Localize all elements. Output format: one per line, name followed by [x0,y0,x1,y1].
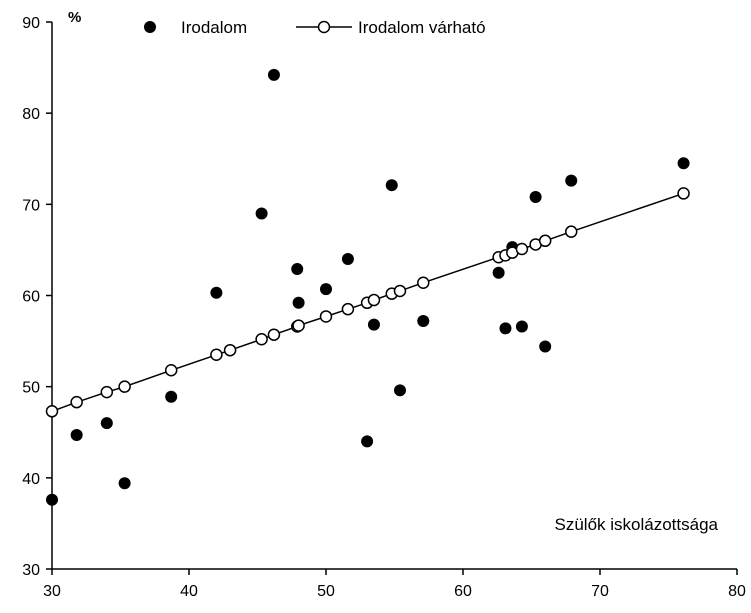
x-tick-label: 50 [317,583,335,600]
expected-point [45,405,59,418]
markers [45,68,690,506]
expected-point [538,234,552,248]
expected-point [118,380,131,393]
expected-point [515,242,529,256]
expected-point [210,348,223,362]
legend-marker-irodalom [144,21,156,33]
expected-point [417,276,430,289]
y-tick-label: 30 [22,562,40,579]
x-axis-title: Szülők iskolázottsága [555,515,719,534]
data-point [341,253,354,266]
data-point [499,322,512,335]
data-point [255,207,268,220]
expected-point [100,385,114,399]
data-point [393,384,406,397]
expected-point [393,284,407,298]
x-tick-label: 80 [728,583,746,600]
legend-label-irodalom: Irodalom [181,18,247,37]
x-tick-label: 30 [43,583,61,600]
legend: Irodalom Irodalom várható [144,18,486,37]
expected-point [341,302,355,316]
data-point [361,435,374,448]
data-point [677,157,690,170]
axis-ticks: 30 40 50 60 70 80 30 40 50 60 70 80 90 [22,15,746,600]
y-tick-label: 40 [22,471,40,488]
expected-point [70,395,83,409]
y-axis-unit: % [68,9,81,26]
expected-point [319,310,333,323]
data-point [515,320,528,333]
expected-point [255,333,268,346]
data-point [417,315,430,328]
data-point [292,296,305,309]
expected-point [164,364,178,377]
data-point [70,428,83,441]
y-tick-label: 90 [22,15,40,32]
data-point [367,318,380,331]
data-point [385,179,398,192]
legend-marker-irodalom-varhato [317,20,331,34]
x-tick-label: 70 [591,583,609,600]
expected-point [267,328,281,341]
data-point [320,283,332,296]
y-tick-label: 60 [22,289,40,306]
expected-point [292,319,305,332]
x-tick-label: 60 [454,583,472,600]
expected-point [367,293,381,307]
data-point [291,263,304,276]
data-point [267,68,280,81]
data-point [46,493,58,506]
y-tick-label: 80 [22,106,40,123]
y-tick-label: 50 [22,380,40,397]
expected-point [564,225,578,238]
data-point [539,340,552,353]
y-tick-label: 70 [22,197,40,214]
expected-point [677,187,690,200]
data-point [100,417,113,430]
x-tick-label: 40 [180,583,198,600]
expected-point [223,343,237,357]
data-point [118,477,131,490]
data-point [565,174,578,187]
legend-label-irodalom-varhato: Irodalom várható [358,18,486,37]
data-point [529,191,542,204]
data-point [165,390,178,403]
data-point [210,286,223,299]
data-point [492,266,505,279]
